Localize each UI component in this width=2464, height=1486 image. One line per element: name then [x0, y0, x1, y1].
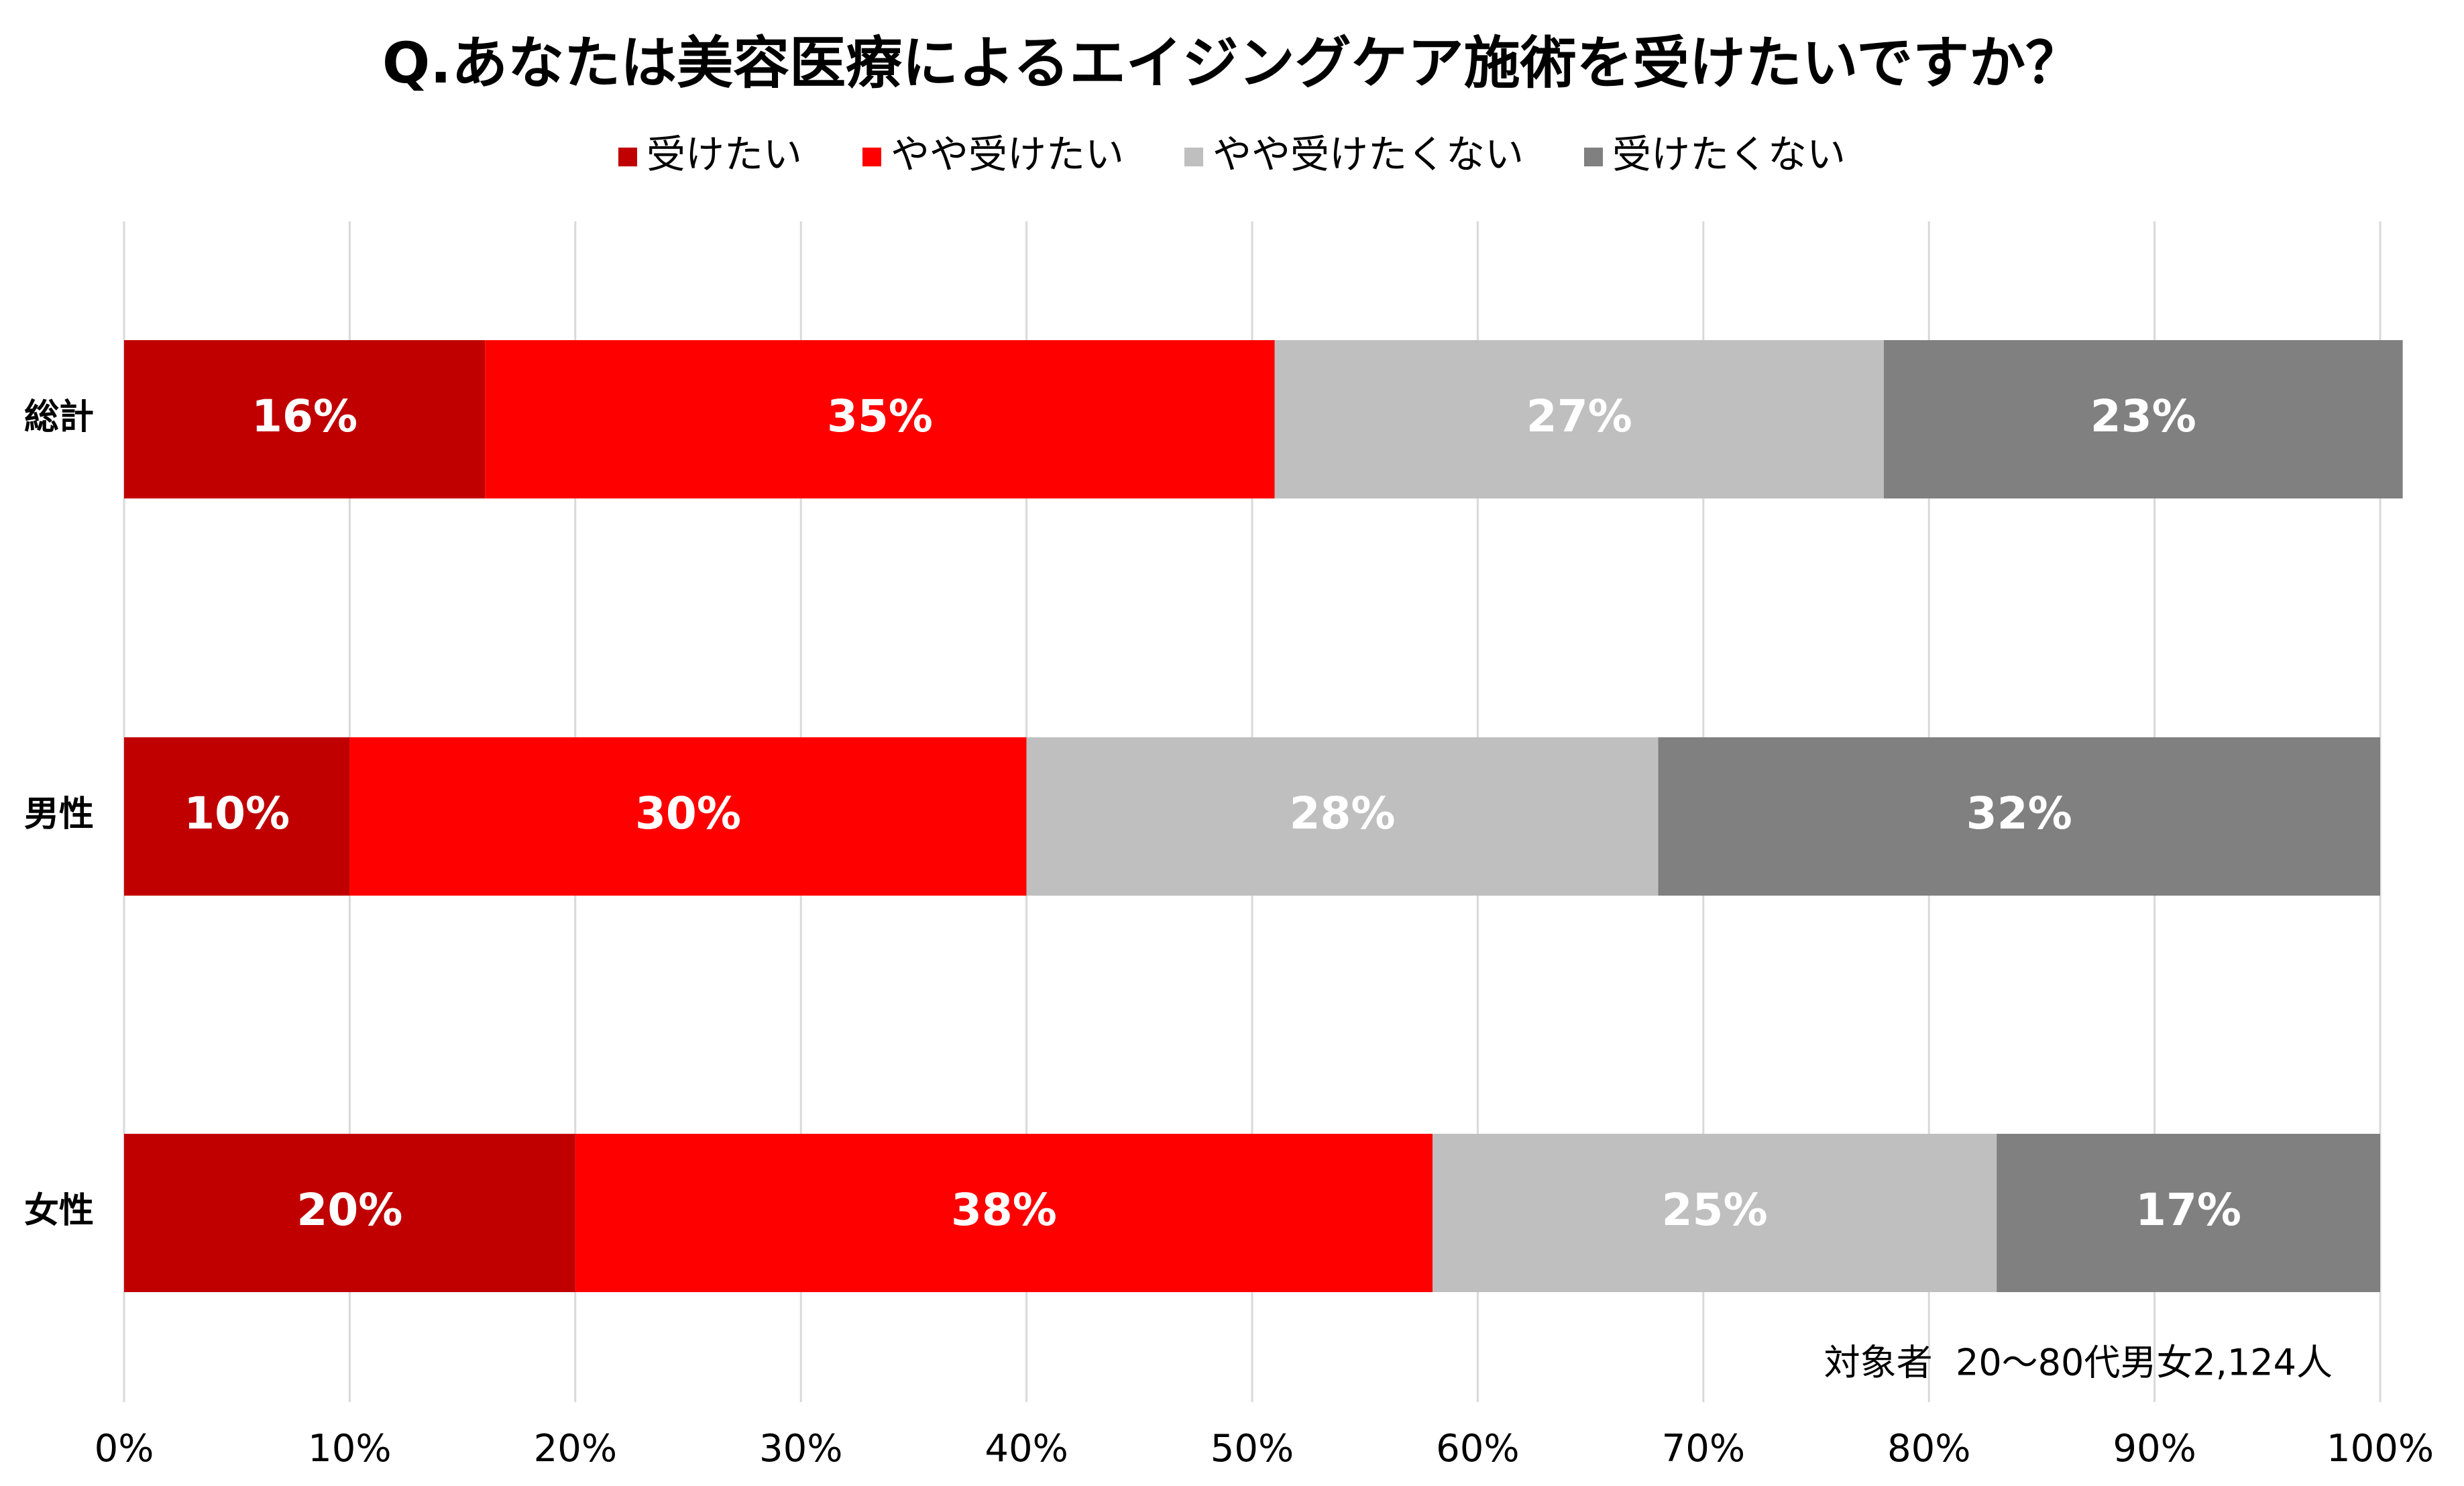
legend: 受けたい やや受けたい やや受けたくない 受けたくない	[618, 131, 1846, 177]
data-label: 20%	[296, 1184, 402, 1236]
bar-segment	[1658, 737, 2380, 896]
x-axis-ticks: 0% 10% 20% 30% 40% 50% 60% 70% 80% 90% 100%	[95, 1427, 2434, 1471]
bar-segment	[1274, 340, 1884, 498]
bar-segment	[124, 737, 350, 896]
data-label: 32%	[1966, 788, 2072, 839]
x-tick-label: 20%	[534, 1427, 617, 1471]
bar-segment	[575, 1134, 1433, 1292]
x-tick-label: 50%	[1211, 1427, 1294, 1471]
bar-segment	[1026, 737, 1659, 896]
x-tick-label: 80%	[1887, 1427, 1970, 1471]
legend-swatch	[1184, 148, 1203, 166]
bar-segment	[349, 737, 1027, 896]
x-tick-label: 40%	[985, 1427, 1068, 1471]
legend-label: やや受けたくない	[1213, 131, 1524, 177]
data-label: 35%	[827, 390, 933, 442]
x-tick-label: 70%	[1662, 1427, 1745, 1471]
data-label: 28%	[1290, 788, 1396, 839]
legend-swatch	[862, 148, 881, 166]
respondent-note: 対象者 20～80代男女2,124人	[1824, 1342, 2333, 1384]
category-label: 男性	[24, 794, 94, 835]
data-label: 10%	[184, 788, 290, 839]
legend-label: 受けたい	[647, 131, 802, 177]
data-label: 38%	[951, 1184, 1057, 1236]
bar-segment	[1433, 1134, 1997, 1292]
data-label: 17%	[2135, 1184, 2241, 1236]
legend-label: やや受けたい	[891, 131, 1124, 177]
legend-label: 受けたくない	[1612, 131, 1846, 177]
category-label: 女性	[24, 1191, 94, 1231]
bar-segment	[485, 340, 1275, 498]
bar-segment	[124, 1134, 575, 1292]
data-label: 23%	[2090, 390, 2196, 442]
bar-segment	[124, 340, 486, 498]
chart-title: Q.あなたは美容医療によるエイジングケア施術を受けたいですか？	[382, 30, 2082, 96]
bar-segment	[1883, 340, 2403, 498]
data-label: 30%	[635, 788, 741, 839]
x-tick-label: 30%	[759, 1427, 842, 1471]
x-tick-label: 100%	[2327, 1427, 2434, 1471]
x-tick-label: 60%	[1436, 1427, 1519, 1471]
legend-swatch	[618, 148, 637, 166]
data-label: 27%	[1526, 390, 1632, 442]
bar-segment	[1997, 1134, 2380, 1292]
data-label: 25%	[1662, 1184, 1768, 1236]
legend-swatch	[1584, 148, 1603, 166]
category-label: 総計	[24, 397, 94, 437]
data-label: 16%	[251, 390, 357, 442]
x-tick-label: 0%	[95, 1427, 154, 1471]
bars: 16% 35% 27% 23% 10% 30% 28% 32% 20% 38% 25% 17%	[124, 340, 2403, 1292]
x-tick-label: 10%	[308, 1427, 391, 1471]
x-tick-label: 90%	[2113, 1427, 2196, 1471]
